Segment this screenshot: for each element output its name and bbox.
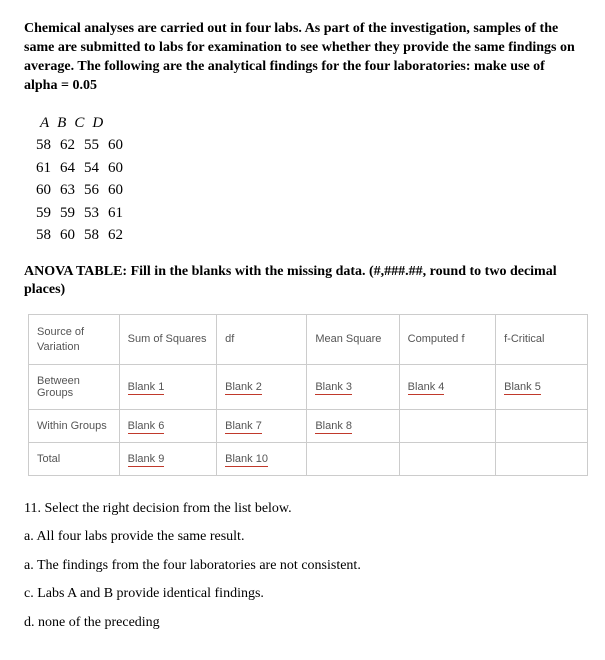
- lab-data-header: ABCD: [40, 112, 581, 135]
- lab-data-row: 61645460: [36, 157, 581, 180]
- anova-cell-blank: Blank 9: [119, 442, 216, 475]
- lab-data-row: 58625560: [36, 134, 581, 157]
- anova-cell-label: Within Groups: [29, 409, 120, 442]
- anova-row-within: Within Groups Blank 6 Blank 7 Blank 8: [29, 409, 588, 442]
- anova-cell-blank: Blank 8: [307, 409, 399, 442]
- anova-cell-blank: Blank 5: [496, 364, 588, 409]
- anova-cell-blank: Blank 10: [217, 442, 307, 475]
- anova-col-source: Source of Variation: [29, 315, 120, 365]
- question-option: d. none of the preceding: [24, 612, 581, 634]
- question-prompt: 11. Select the right decision from the l…: [24, 498, 581, 520]
- anova-row-between: Between Groups Blank 1 Blank 2 Blank 3 B…: [29, 364, 588, 409]
- lab-data-row: 60635660: [36, 179, 581, 202]
- anova-cell-blank: Blank 2: [217, 364, 307, 409]
- anova-cell-blank: Blank 7: [217, 409, 307, 442]
- anova-col-fcrit: f-Critical: [496, 315, 588, 365]
- anova-cell-blank: Blank 1: [119, 364, 216, 409]
- anova-table: Source of Variation Sum of Squares df Me…: [28, 314, 588, 476]
- anova-cell-empty: [399, 442, 495, 475]
- lab-data-row: 59595361: [36, 202, 581, 225]
- anova-cell-empty: [399, 409, 495, 442]
- question-option: c. Labs A and B provide identical findin…: [24, 583, 581, 605]
- intro-text: Chemical analyses are carried out in fou…: [24, 20, 581, 96]
- anova-col-ss: Sum of Squares: [119, 315, 216, 365]
- anova-cell-empty: [496, 409, 588, 442]
- anova-cell-blank: Blank 3: [307, 364, 399, 409]
- question-option: a. The findings from the four laboratori…: [24, 555, 581, 577]
- anova-title: ANOVA TABLE: Fill in the blanks with the…: [24, 263, 581, 301]
- anova-col-df: df: [217, 315, 307, 365]
- anova-cell-blank: Blank 4: [399, 364, 495, 409]
- anova-cell-empty: [307, 442, 399, 475]
- anova-cell-label: Between Groups: [29, 364, 120, 409]
- anova-header-row: Source of Variation Sum of Squares df Me…: [29, 315, 588, 365]
- lab-data-row: 58605862: [36, 224, 581, 247]
- anova-cell-blank: Blank 6: [119, 409, 216, 442]
- anova-cell-empty: [496, 442, 588, 475]
- lab-data-block: ABCD 58625560 61645460 60635660 59595361…: [36, 112, 581, 247]
- anova-col-ms: Mean Square: [307, 315, 399, 365]
- anova-col-f: Computed f: [399, 315, 495, 365]
- anova-cell-label: Total: [29, 442, 120, 475]
- anova-row-total: Total Blank 9 Blank 10: [29, 442, 588, 475]
- question-option: a. All four labs provide the same result…: [24, 526, 581, 548]
